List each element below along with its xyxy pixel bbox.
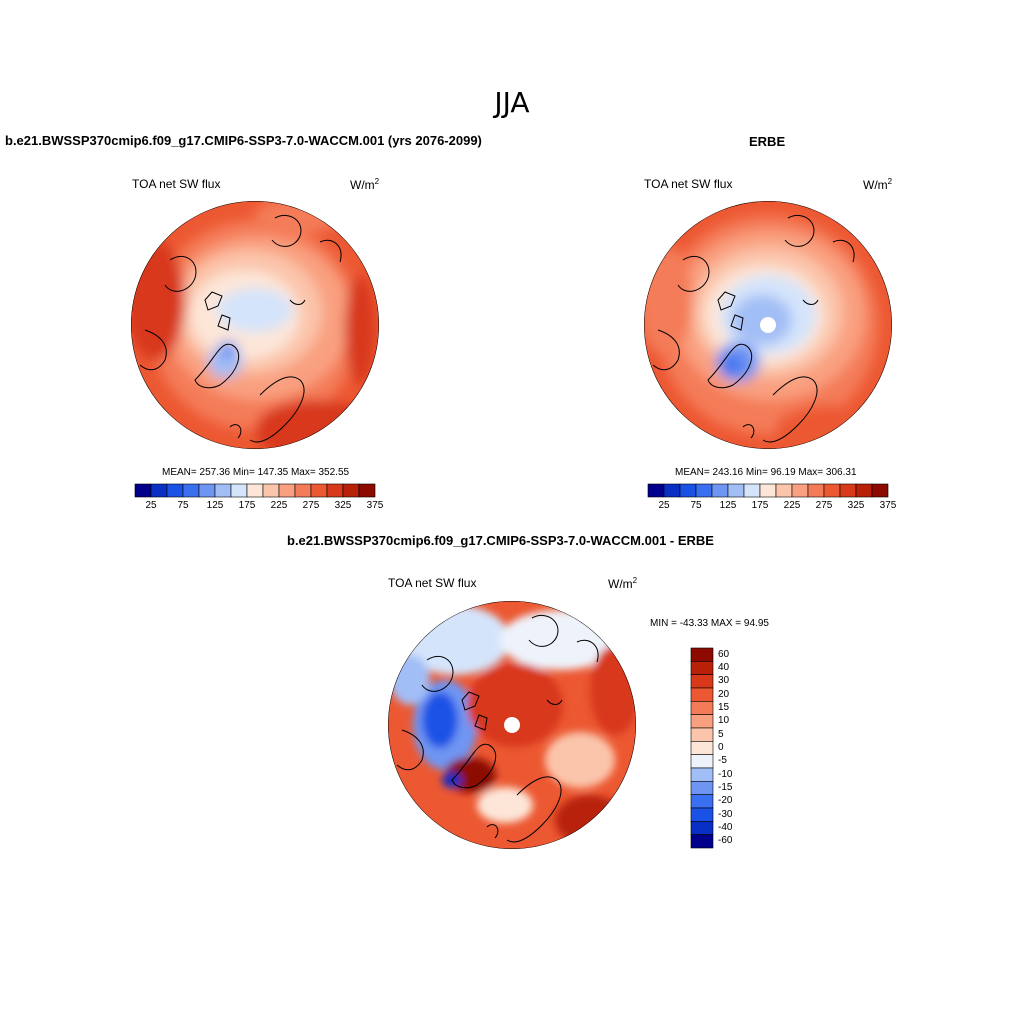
panel-2-units: W/m2 bbox=[863, 177, 893, 192]
diff-colorbar-label: -60 bbox=[718, 835, 733, 847]
panel-1-colorbar-tick-label: 275 bbox=[302, 500, 320, 511]
diff-colorbar-swatch bbox=[690, 834, 714, 849]
diff-polar-map bbox=[388, 601, 636, 849]
panel-1-colorbar-swatch bbox=[326, 483, 344, 498]
panel-1-colorbar-swatch bbox=[310, 483, 328, 498]
diff-colorbar-swatch bbox=[690, 674, 714, 689]
panel-1-colorbar-tick-label: 125 bbox=[206, 500, 224, 511]
panel-1-colorbar-swatch bbox=[278, 483, 296, 498]
panel-2-colorbar-swatch bbox=[647, 483, 665, 498]
panel-1-polar-map bbox=[131, 201, 379, 449]
panel-2-colorbar-swatch bbox=[791, 483, 809, 498]
panel-1-colorbar-tick-label: 375 bbox=[366, 500, 384, 511]
panel-1-colorbar-swatch bbox=[134, 483, 152, 498]
diff-colorbar-label: -5 bbox=[718, 755, 727, 767]
diff-colorbar-swatch bbox=[690, 781, 714, 795]
panel-2-colorbar-swatch bbox=[823, 483, 841, 498]
panel-1-colorbar-swatch bbox=[294, 483, 312, 498]
panel-2-colorbar-tick-label: 325 bbox=[847, 500, 865, 511]
diff-colorbar-label: 40 bbox=[718, 662, 730, 673]
panel-2-variable-label: TOA net SW flux bbox=[644, 177, 733, 191]
panel-1-colorbar-swatch bbox=[150, 483, 168, 498]
panel-1-colorbar-tick-label: 25 bbox=[145, 500, 157, 511]
panel-1-colorbar-tick-label: 225 bbox=[270, 500, 288, 511]
diff-colorbar-swatch bbox=[690, 714, 714, 729]
panel-2-colorbar-swatch bbox=[663, 483, 681, 498]
panel-2-colorbar-swatch bbox=[743, 483, 761, 498]
figure-title: JJA bbox=[494, 86, 530, 119]
diff-colorbar-swatch bbox=[690, 807, 714, 822]
panel-2-colorbar-tick-label: 375 bbox=[879, 500, 897, 511]
diff-colorbar-label: 15 bbox=[718, 702, 730, 713]
panel-2-colorbar-swatch bbox=[871, 483, 889, 498]
panel-1-title: b.e21.BWSSP370cmip6.f09_g17.CMIP6-SSP3-7… bbox=[5, 133, 482, 148]
panel-2-colorbar-swatch bbox=[695, 483, 713, 498]
panel-2-title: ERBE bbox=[749, 134, 786, 149]
panel-2-colorbar-tick-label: 275 bbox=[815, 500, 833, 511]
diff-colorbar-swatch bbox=[690, 727, 714, 742]
panel-2-polar-map bbox=[644, 201, 892, 449]
panel-3-title: b.e21.BWSSP370cmip6.f09_g17.CMIP6-SSP3-7… bbox=[287, 533, 714, 548]
diff-colorbar-label: 10 bbox=[718, 715, 730, 727]
panel-2-colorbar-swatch bbox=[727, 483, 745, 498]
panel-2-colorbar-tick-label: 25 bbox=[658, 500, 670, 511]
panel-2-colorbar-tick-label: 175 bbox=[751, 500, 769, 511]
diff-colorbar-label: -10 bbox=[718, 768, 733, 780]
panel-3-units: W/m2 bbox=[608, 576, 638, 591]
panel-1-colorbar-tick-label: 175 bbox=[238, 500, 256, 511]
panel-1-colorbar-swatch bbox=[214, 483, 232, 498]
diff-colorbar-swatch bbox=[690, 687, 714, 702]
panel-2-colorbar-swatch bbox=[855, 483, 873, 498]
diff-colorbar-swatch bbox=[690, 741, 714, 755]
panel-2-colorbar-swatch bbox=[775, 483, 793, 498]
panel-1-colorbar-swatch bbox=[198, 483, 216, 498]
diff-colorbar-swatch bbox=[690, 661, 714, 675]
diff-colorbar-label: 5 bbox=[718, 728, 724, 740]
panel-2-colorbar-tick-label: 125 bbox=[719, 500, 737, 511]
panel-1-colorbar-tick-label: 325 bbox=[334, 500, 352, 511]
panel-2-colorbar-swatch bbox=[839, 483, 857, 498]
panel-3-variable-label: TOA net SW flux bbox=[388, 576, 477, 590]
panel-2-colorbar-tick-label: 75 bbox=[690, 500, 702, 511]
diff-colorbar-label: 0 bbox=[718, 742, 724, 753]
panel-1-colorbar-swatch bbox=[166, 483, 184, 498]
panel-2-colorbar-tick-label: 225 bbox=[783, 500, 801, 511]
diff-colorbar-swatch bbox=[690, 754, 714, 769]
panel-1-units: W/m2 bbox=[350, 177, 380, 192]
panel-1-stats: MEAN= 257.36 Min= 147.35 Max= 352.55 bbox=[162, 467, 350, 478]
diff-colorbar-label: 60 bbox=[718, 648, 730, 660]
diff-colorbar-swatch bbox=[690, 821, 714, 835]
panel-2-stats: MEAN= 243.16 Min= 96.19 Max= 306.31 bbox=[675, 467, 857, 478]
panel-1-colorbar-swatch bbox=[230, 483, 248, 498]
diff-colorbar-swatch bbox=[690, 794, 714, 809]
diff-colorbar-swatch bbox=[690, 767, 714, 782]
panel-2-colorbar-swatch bbox=[679, 483, 697, 498]
panel-1-colorbar-swatch bbox=[182, 483, 200, 498]
diff-colorbar-label: 20 bbox=[718, 688, 730, 700]
panel-2-colorbar-swatch bbox=[807, 483, 825, 498]
diff-colorbar-label: -15 bbox=[718, 782, 733, 793]
panel-3-minmax: MIN = -43.33 MAX = 94.95 bbox=[650, 618, 769, 629]
panel-2-colorbar-swatch bbox=[759, 483, 777, 498]
diff-colorbar-swatch bbox=[690, 701, 714, 715]
panel-1-colorbar-swatch bbox=[246, 483, 264, 498]
diff-colorbar-swatch bbox=[690, 647, 714, 662]
diff-colorbar-label: 30 bbox=[718, 675, 730, 687]
panel-1-variable-label: TOA net SW flux bbox=[132, 177, 221, 191]
diff-colorbar-label: -30 bbox=[718, 808, 733, 820]
panel-1-colorbar-tick-label: 75 bbox=[177, 500, 189, 511]
diff-colorbar-label: -40 bbox=[718, 822, 733, 833]
panel-2-colorbar-swatch bbox=[711, 483, 729, 498]
panel-1-colorbar-swatch bbox=[358, 483, 376, 498]
diff-colorbar-label: -20 bbox=[718, 795, 733, 807]
panel-1-colorbar-swatch bbox=[262, 483, 280, 498]
panel-1-colorbar-swatch bbox=[342, 483, 360, 498]
